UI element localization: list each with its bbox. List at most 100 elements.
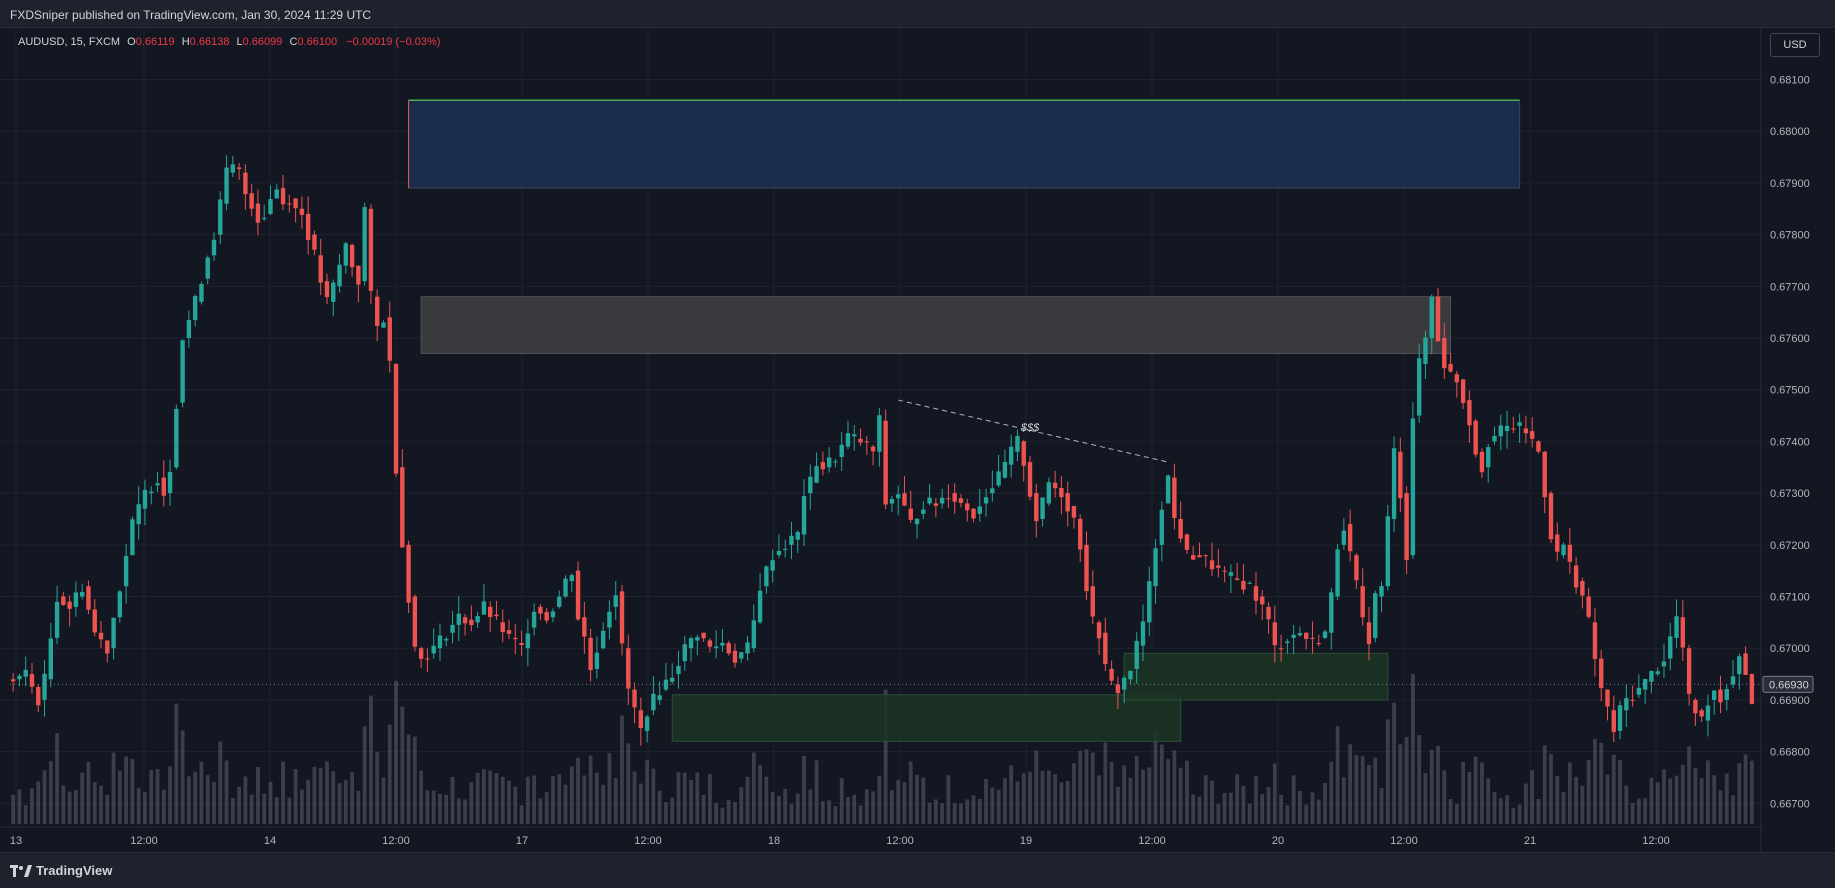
- volume-bar: [1467, 772, 1472, 824]
- volume-bar: [896, 780, 901, 824]
- volume-bar: [620, 715, 624, 824]
- volume-bar: [1486, 778, 1491, 824]
- volume-bar: [249, 794, 254, 824]
- volume-bar: [1724, 773, 1729, 824]
- volume-bar: [1398, 744, 1403, 824]
- volume-bar: [977, 798, 982, 824]
- candle-body: [990, 488, 995, 494]
- volume-bars: [11, 674, 1754, 824]
- volume-bar: [36, 781, 41, 824]
- candle-body: [1517, 422, 1522, 426]
- volume-bar: [1279, 794, 1283, 824]
- volume-bar: [764, 776, 769, 824]
- candle-body: [268, 199, 273, 214]
- candle-body: [174, 408, 179, 468]
- volume-bar: [1718, 790, 1723, 824]
- candle-body: [1316, 643, 1321, 645]
- candle-body: [713, 646, 719, 649]
- candle-body: [1084, 544, 1089, 592]
- time-tick-label: 12:00: [634, 835, 662, 847]
- time-axis[interactable]: 13 12:00 14 12:00 17 12:00 18 12:00 19 12:00 20 12:…: [10, 835, 1670, 847]
- candle-body: [67, 601, 72, 609]
- volume-bar: [1712, 775, 1717, 824]
- volume-bar: [1655, 782, 1660, 824]
- candle-body: [1435, 296, 1441, 342]
- symbol-label[interactable]: AUDUSD, 15, FXCM: [18, 36, 121, 48]
- volume-bar: [337, 783, 342, 824]
- candle-body: [1473, 420, 1478, 455]
- volume-bar: [1310, 792, 1315, 824]
- volume-bar: [701, 794, 706, 824]
- candle-body: [506, 630, 512, 634]
- candle-body: [343, 243, 349, 266]
- volume-bar: [770, 792, 775, 824]
- candle-body: [54, 601, 60, 638]
- volume-bar: [1392, 702, 1396, 824]
- currency-button[interactable]: USD: [1770, 33, 1820, 57]
- volume-bar: [1749, 760, 1754, 824]
- volume-bar: [161, 789, 166, 824]
- volume-bar: [638, 783, 643, 824]
- volume-bar: [1542, 745, 1547, 824]
- time-tick-label: 17: [516, 835, 528, 847]
- volume-bar: [369, 695, 373, 824]
- candle-body: [958, 498, 964, 503]
- volume-bar: [1116, 786, 1120, 824]
- volume-bar: [664, 802, 668, 824]
- candle-body: [1573, 565, 1579, 588]
- supply-zone-gray: [420, 296, 1452, 355]
- candle-body: [450, 624, 455, 633]
- volume-bar: [745, 776, 750, 824]
- candle-body: [801, 496, 807, 535]
- candle-body: [1090, 586, 1095, 617]
- candle-body: [895, 494, 901, 499]
- volume-bar: [532, 775, 537, 824]
- price-chart[interactable]: $$$ 0.681000.680000.679000.678000.677000…: [0, 28, 1835, 852]
- volume-bar: [670, 797, 675, 824]
- candle-body: [864, 441, 870, 443]
- volume-bar: [1247, 803, 1252, 824]
- volume-bar: [92, 782, 97, 824]
- candle-body: [17, 675, 22, 680]
- volume-bar: [1185, 760, 1189, 824]
- volume-bar: [1680, 764, 1685, 824]
- tradingview-logo[interactable]: TradingView: [10, 863, 112, 878]
- volume-bar: [218, 741, 223, 824]
- price-axis[interactable]: 0.68100 0.68000 0.67900 0.67800 0.67700 0.676…: [1770, 75, 1810, 811]
- volume-bar: [695, 772, 700, 824]
- candle-body: [1121, 677, 1127, 690]
- volume-bar: [1379, 787, 1384, 824]
- candle-body: [224, 167, 229, 204]
- candle-body: [230, 164, 236, 173]
- volume-bar: [155, 769, 160, 824]
- candle-body: [1065, 493, 1070, 512]
- volume-bar: [412, 736, 417, 824]
- candle-body: [1134, 640, 1139, 669]
- volume-bar: [1442, 770, 1447, 824]
- candle-body: [1486, 447, 1491, 468]
- volume-bar: [726, 800, 731, 824]
- candle-body: [29, 674, 35, 687]
- volume-bar: [356, 790, 361, 824]
- time-tick-label: 21: [1524, 835, 1536, 847]
- volume-bar: [1272, 763, 1277, 824]
- volume-bar: [1084, 749, 1089, 824]
- volume-bar: [689, 779, 693, 824]
- candle-body: [1479, 451, 1485, 473]
- candle-body: [86, 586, 91, 610]
- candle-body: [1209, 560, 1215, 570]
- candle-body: [877, 415, 882, 452]
- volume-bar: [551, 775, 555, 824]
- candle-body: [908, 508, 913, 520]
- candle-body: [833, 461, 838, 463]
- candle-body: [130, 519, 135, 556]
- candle-body: [23, 669, 28, 677]
- volume-bar: [1636, 798, 1641, 824]
- candle-body: [732, 650, 738, 663]
- candle-body: [431, 645, 436, 654]
- volume-bar: [777, 796, 781, 824]
- volume-bar: [488, 770, 493, 824]
- candle-body: [494, 614, 499, 617]
- volume-bar: [1159, 744, 1164, 824]
- volume-bar: [1429, 749, 1434, 824]
